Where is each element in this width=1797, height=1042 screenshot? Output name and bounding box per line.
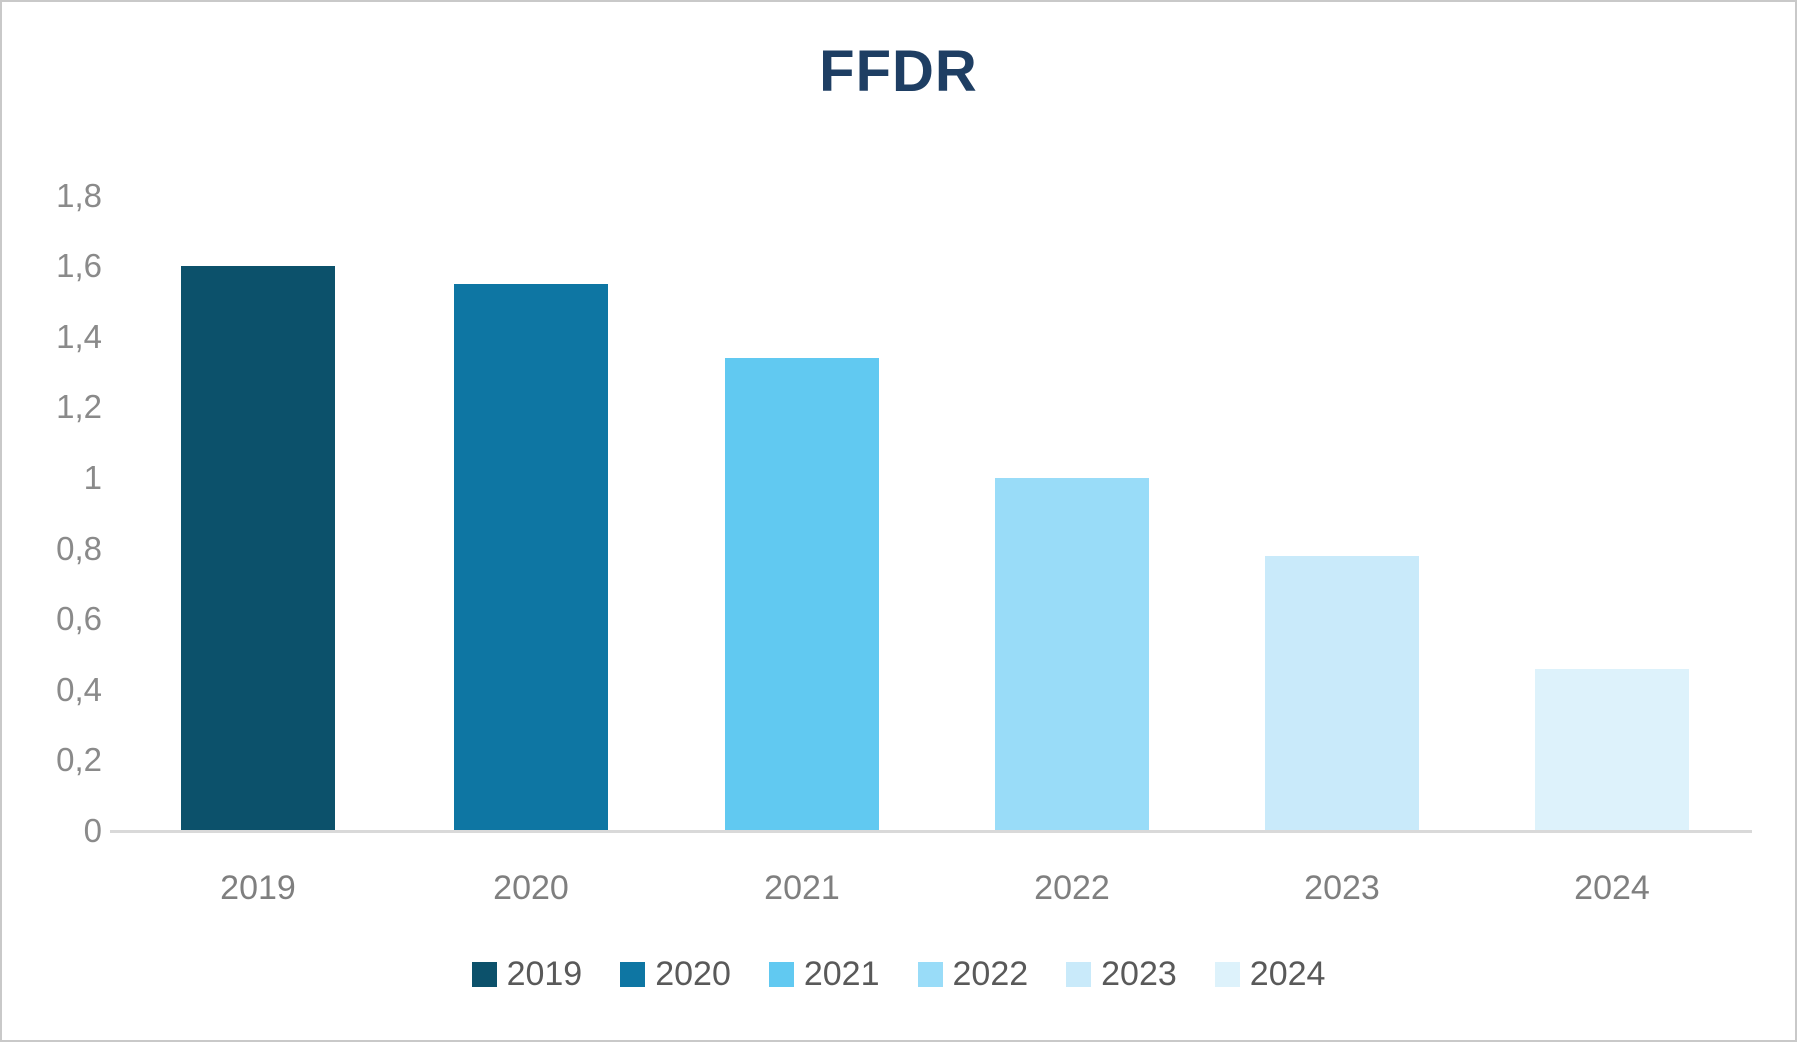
x-category-label-2019: 2019 (220, 869, 296, 907)
legend-label: 2023 (1101, 955, 1177, 993)
legend-swatch-icon (1214, 961, 1240, 987)
y-tick-label: 1,4 (56, 317, 102, 355)
x-category-label-2020: 2020 (493, 869, 569, 907)
chart-title: FFDR (819, 39, 978, 104)
y-tick-label: 0,2 (56, 741, 102, 779)
legend-item-2020: 2020 (620, 954, 731, 994)
legend-label: 2020 (655, 955, 731, 993)
y-tick-label: 1,2 (56, 388, 102, 426)
legend-swatch-icon (620, 961, 646, 987)
legend-item-2021: 2021 (768, 954, 880, 994)
bar-2021 (725, 358, 879, 831)
legend-label: 2019 (506, 955, 583, 993)
legend-label: 2021 (803, 955, 880, 993)
legend: 2019 2020 2021 2022 2023 2024 (2, 954, 1795, 994)
x-category-label-2022: 2022 (1034, 869, 1110, 907)
legend-label: 2024 (1249, 955, 1326, 993)
legend-swatch-icon (768, 961, 794, 987)
bar-2024 (1535, 669, 1689, 831)
y-tick-label: 0,6 (56, 600, 102, 638)
y-tick-label: 0,4 (56, 670, 102, 708)
legend-item-2022: 2022 (917, 954, 1029, 994)
legend-swatch-icon (471, 961, 497, 987)
y-tick-label: 1,6 (56, 247, 102, 285)
legend-item-2023: 2023 (1066, 954, 1177, 994)
legend-swatch-icon (917, 961, 943, 987)
legend-swatch-icon (1066, 961, 1092, 987)
legend-item-2024: 2024 (1214, 954, 1326, 994)
x-category-label-2021: 2021 (764, 869, 840, 907)
x-category-label-2023: 2023 (1304, 869, 1380, 907)
bar-2022 (995, 478, 1149, 831)
y-tick-label: 1,8 (56, 176, 102, 214)
x-category-label-2024: 2024 (1574, 869, 1650, 907)
legend-item-2019: 2019 (471, 954, 583, 994)
y-tick-label: 0 (83, 812, 102, 849)
bar-2020 (454, 284, 608, 831)
x-axis-line (110, 830, 1752, 833)
legend-label: 2022 (952, 955, 1029, 993)
bar-2019 (181, 266, 335, 831)
bar-2023 (1265, 556, 1419, 831)
y-tick-label: 0,8 (56, 529, 102, 567)
y-tick-label: 1 (83, 459, 102, 496)
